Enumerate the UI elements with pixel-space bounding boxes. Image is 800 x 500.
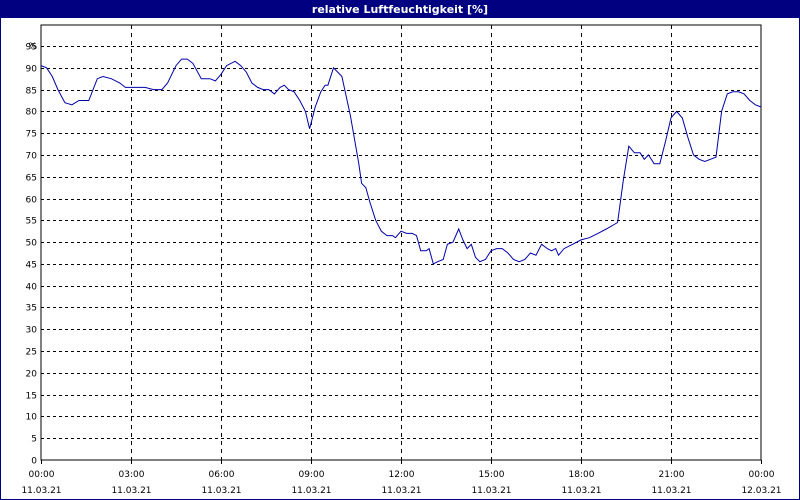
y-tick-label: 50 (26, 239, 38, 249)
x-tick-date: 12.03.21 (741, 486, 781, 496)
humidity-series-line (40, 58, 762, 265)
y-tick-label: 80 (26, 108, 38, 118)
y-tick-label: 0 (31, 457, 37, 467)
x-tick-time: 12:00 (389, 470, 415, 480)
y-tick-label: 15 (26, 392, 37, 402)
y-tick-label: 75 (26, 130, 37, 140)
y-tick-label: 70 (26, 152, 38, 162)
x-tick-date: 11.03.21 (471, 486, 511, 496)
chart-title: relative Luftfeuchtigkeit [%] (1, 1, 799, 18)
x-tick-time: 00:00 (749, 470, 775, 480)
y-tick-label: 5 (31, 435, 37, 445)
x-tick-time: 06:00 (209, 470, 235, 480)
x-tick-time: 03:00 (119, 470, 145, 480)
y-tick-label: 95 (26, 43, 37, 53)
y-tick-label: 30 (26, 326, 38, 336)
x-tick-time: 00:00 (29, 470, 55, 480)
x-tick-date: 11.03.21 (381, 486, 421, 496)
x-tick-time: 21:00 (659, 470, 685, 480)
y-tick-label: 45 (26, 261, 37, 271)
y-tick-label: 65 (26, 174, 37, 184)
x-tick-date: 11.03.21 (111, 486, 151, 496)
y-tick-label: 60 (26, 196, 38, 206)
y-tick-label: 40 (26, 283, 38, 293)
x-tick-date: 11.03.21 (561, 486, 601, 496)
x-tick-date: 11.03.21 (21, 486, 61, 496)
y-tick-label: 55 (26, 217, 37, 227)
x-tick-date: 11.03.21 (201, 486, 241, 496)
y-tick-label: 90 (26, 65, 38, 75)
y-unit-label: % (28, 42, 37, 52)
y-tick-label: 20 (26, 370, 38, 380)
y-tick-label: 25 (26, 348, 37, 358)
x-tick-time: 09:00 (299, 470, 325, 480)
y-tick-label: 85 (26, 87, 37, 97)
x-tick-date: 11.03.21 (291, 486, 331, 496)
y-tick-label: 10 (26, 413, 38, 423)
x-tick-time: 15:00 (479, 470, 505, 480)
x-tick-date: 11.03.21 (651, 486, 691, 496)
y-tick-label: 35 (26, 304, 37, 314)
x-tick-time: 18:00 (569, 470, 595, 480)
